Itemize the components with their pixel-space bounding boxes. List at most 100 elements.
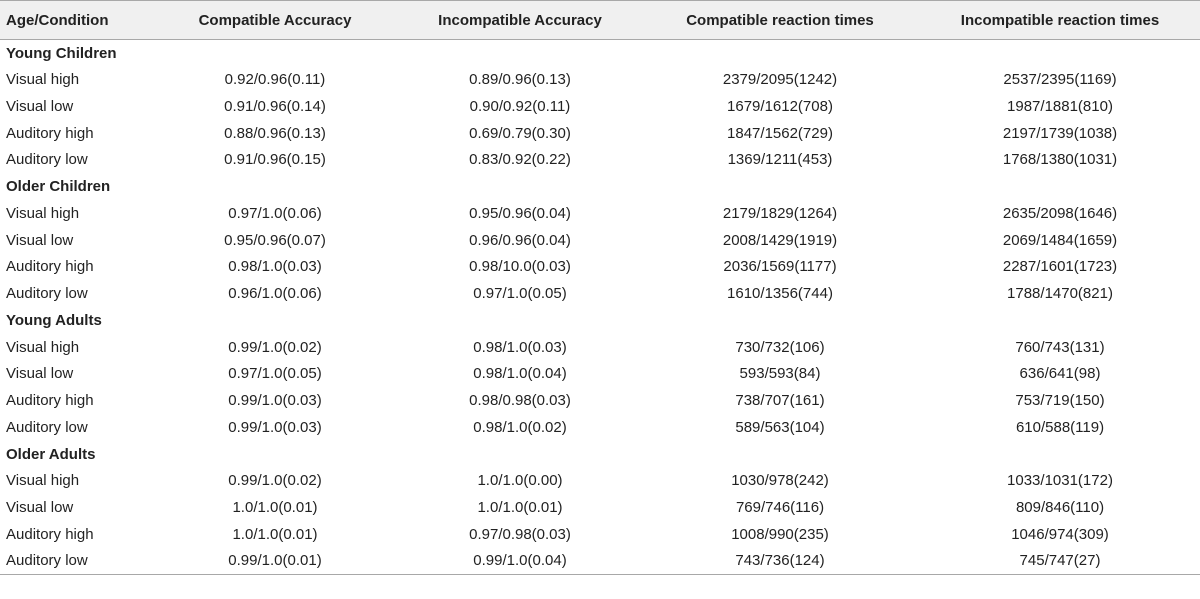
compatible-reaction-times-cell: 738/707(161) <box>735 392 825 410</box>
condition-cell: Visual high <box>6 71 80 89</box>
condition-cell: Visual low <box>6 231 74 249</box>
compatible-reaction-times-cell: 730/732(106) <box>735 338 825 356</box>
compatible-accuracy-cell: 0.91/0.96(0.14) <box>224 97 326 115</box>
group-label: Older Children <box>6 178 111 196</box>
incompatible-reaction-times-cell: 2069/1484(1659) <box>1002 231 1118 249</box>
incompatible-reaction-times-cell: 636/641(98) <box>1019 365 1101 383</box>
incompatible-reaction-times-cell: 745/747(27) <box>920 547 1200 575</box>
table-row: Visual low 1.0/1.0(0.01) 1.0/1.0(0.01) 769/… <box>0 494 1200 521</box>
condition-cell: Auditory low <box>0 547 150 575</box>
condition-cell: Visual high <box>6 204 80 222</box>
compatible-accuracy-cell: 0.91/0.96(0.15) <box>224 151 326 169</box>
group-header-row: Young Children <box>0 40 1200 67</box>
condition-cell: Visual low <box>6 365 74 383</box>
condition-cell: Visual low <box>6 499 74 517</box>
incompatible-reaction-times-cell: 1987/1881(810) <box>1007 97 1113 115</box>
incompatible-reaction-times-cell: 2537/2395(1169) <box>1003 71 1117 89</box>
header-compatible-reaction-times: Compatible reaction times <box>640 0 920 40</box>
group-label: Young Adults <box>6 311 102 329</box>
table-row: Visual high 0.92/0.96(0.11) 0.89/0.96(0.13… <box>0 66 1200 93</box>
table-row: Auditory low 0.96/1.0(0.06) 0.97/1.0(0.05)… <box>0 280 1200 307</box>
compatible-accuracy-cell: 0.98/1.0(0.03) <box>228 258 322 276</box>
incompatible-accuracy-cell: 0.97/1.0(0.05) <box>473 285 567 303</box>
table-row: Auditory high 0.98/1.0(0.03) 0.98/10.0(0.0… <box>0 254 1200 281</box>
table-row: Visual high 0.97/1.0(0.06) 0.95/0.96(0.04)… <box>0 200 1200 227</box>
compatible-reaction-times-cell: 743/736(124) <box>640 547 920 575</box>
incompatible-reaction-times-cell: 760/743(131) <box>1015 338 1105 356</box>
group-header-row: Older Children <box>0 173 1200 200</box>
compatible-accuracy-cell: 0.99/1.0(0.01) <box>150 547 400 575</box>
condition-cell: Auditory high <box>6 124 94 142</box>
compatible-reaction-times-cell: 1008/990(235) <box>731 525 829 543</box>
incompatible-accuracy-cell: 0.98/1.0(0.04) <box>473 365 567 383</box>
incompatible-reaction-times-cell: 2635/2098(1646) <box>1002 204 1118 222</box>
compatible-accuracy-cell: 1.0/1.0(0.01) <box>232 525 318 543</box>
incompatible-reaction-times-cell: 1768/1380(1031) <box>1002 151 1118 169</box>
group-label: Older Adults <box>6 445 96 463</box>
compatible-reaction-times-cell: 593/593(84) <box>739 365 821 383</box>
compatible-reaction-times-cell: 1610/1356(744) <box>727 285 833 303</box>
condition-cell: Auditory low <box>6 418 88 436</box>
compatible-reaction-times-cell: 1679/1612(708) <box>727 97 833 115</box>
incompatible-accuracy-cell: 1.0/1.0(0.00) <box>477 472 563 490</box>
table-row: Auditory low 0.99/1.0(0.01) 0.99/1.0(0.04)… <box>0 547 1200 575</box>
table-row: Visual high 0.99/1.0(0.02) 0.98/1.0(0.03) 7… <box>0 334 1200 361</box>
header-row: Age/Condition Compatible Accuracy Incomp… <box>0 0 1200 40</box>
table-row: Auditory high 1.0/1.0(0.01) 0.97/0.98(0.03… <box>0 521 1200 548</box>
condition-cell: Visual low <box>6 97 74 115</box>
incompatible-reaction-times-cell: 610/588(119) <box>1015 418 1105 436</box>
compatible-reaction-times-cell: 589/563(104) <box>735 418 825 436</box>
incompatible-reaction-times-cell: 1033/1031(172) <box>1007 472 1113 490</box>
compatible-reaction-times-cell: 2036/1569(1177) <box>723 258 837 276</box>
compatible-accuracy-cell: 0.99/1.0(0.03) <box>228 392 322 410</box>
compatible-accuracy-cell: 1.0/1.0(0.01) <box>232 499 318 517</box>
table-row: Auditory low 0.91/0.96(0.15) 0.83/0.92(0.2… <box>0 147 1200 174</box>
condition-cell: Auditory high <box>6 392 94 410</box>
compatible-accuracy-cell: 0.97/1.0(0.06) <box>228 204 322 222</box>
incompatible-accuracy-cell: 0.83/0.92(0.22) <box>469 151 571 169</box>
incompatible-accuracy-cell: 0.99/1.0(0.04) <box>400 547 640 575</box>
incompatible-reaction-times-cell: 2197/1739(1038) <box>1002 124 1118 142</box>
incompatible-reaction-times-cell: 809/846(110) <box>1015 499 1105 517</box>
compatible-reaction-times-cell: 1030/978(242) <box>731 472 829 490</box>
group-header-row: Young Adults <box>0 307 1200 334</box>
table-row: Visual low 0.95/0.96(0.07) 0.96/0.96(0.04)… <box>0 227 1200 254</box>
table-row: Auditory high 0.99/1.0(0.03) 0.98/0.98(0.0… <box>0 387 1200 414</box>
compatible-reaction-times-cell: 1847/1562(729) <box>727 124 833 142</box>
condition-cell: Auditory low <box>6 151 88 169</box>
table-row: Visual low 0.97/1.0(0.05) 0.98/1.0(0.04) 59… <box>0 361 1200 388</box>
table-row: Auditory high 0.88/0.96(0.13) 0.69/0.79(0.… <box>0 120 1200 147</box>
condition-cell: Auditory high <box>6 258 94 276</box>
header-incompatible-accuracy: Incompatible Accuracy <box>400 0 640 40</box>
table-body: Young Children Visual high 0.92/0.96(0.11)… <box>0 40 1200 575</box>
incompatible-reaction-times-cell: 2287/1601(1723) <box>1002 258 1118 276</box>
header-incompatible-reaction-times: Incompatible reaction times <box>920 0 1200 40</box>
group-label: Young Children <box>6 44 117 62</box>
condition-cell: Visual high <box>6 338 80 356</box>
compatible-accuracy-cell: 0.97/1.0(0.05) <box>228 365 322 383</box>
incompatible-accuracy-cell: 0.90/0.92(0.11) <box>469 97 571 115</box>
compatible-reaction-times-cell: 1369/1211(453) <box>727 151 833 169</box>
header-compatible-accuracy: Compatible Accuracy <box>150 0 400 40</box>
table-row: Auditory low 0.99/1.0(0.03) 0.98/1.0(0.02)… <box>0 414 1200 441</box>
incompatible-accuracy-cell: 0.98/0.98(0.03) <box>469 392 571 410</box>
compatible-reaction-times-cell: 769/746(116) <box>735 499 825 517</box>
compatible-reaction-times-cell: 2008/1429(1919) <box>722 231 838 249</box>
incompatible-accuracy-cell: 0.96/0.96(0.04) <box>469 231 571 249</box>
group-header-row: Older Adults <box>0 441 1200 468</box>
compatible-accuracy-cell: 0.99/1.0(0.02) <box>228 338 322 356</box>
condition-cell: Auditory high <box>6 525 94 543</box>
incompatible-accuracy-cell: 0.97/0.98(0.03) <box>469 525 571 543</box>
results-table: Age/Condition Compatible Accuracy Incomp… <box>0 0 1200 575</box>
incompatible-accuracy-cell: 0.98/1.0(0.02) <box>473 418 567 436</box>
header-age-condition: Age/Condition <box>0 0 150 40</box>
compatible-accuracy-cell: 0.92/0.96(0.11) <box>224 71 326 89</box>
incompatible-reaction-times-cell: 1788/1470(821) <box>1007 285 1113 303</box>
compatible-accuracy-cell: 0.95/0.96(0.07) <box>224 231 326 249</box>
table-row: Visual high 0.99/1.0(0.02) 1.0/1.0(0.00) 10… <box>0 468 1200 495</box>
incompatible-accuracy-cell: 0.98/10.0(0.03) <box>469 258 571 276</box>
compatible-accuracy-cell: 0.88/0.96(0.13) <box>224 124 326 142</box>
table-row: Visual low 0.91/0.96(0.14) 0.90/0.92(0.11)… <box>0 93 1200 120</box>
incompatible-accuracy-cell: 1.0/1.0(0.01) <box>477 499 563 517</box>
compatible-accuracy-cell: 0.99/1.0(0.02) <box>228 472 322 490</box>
